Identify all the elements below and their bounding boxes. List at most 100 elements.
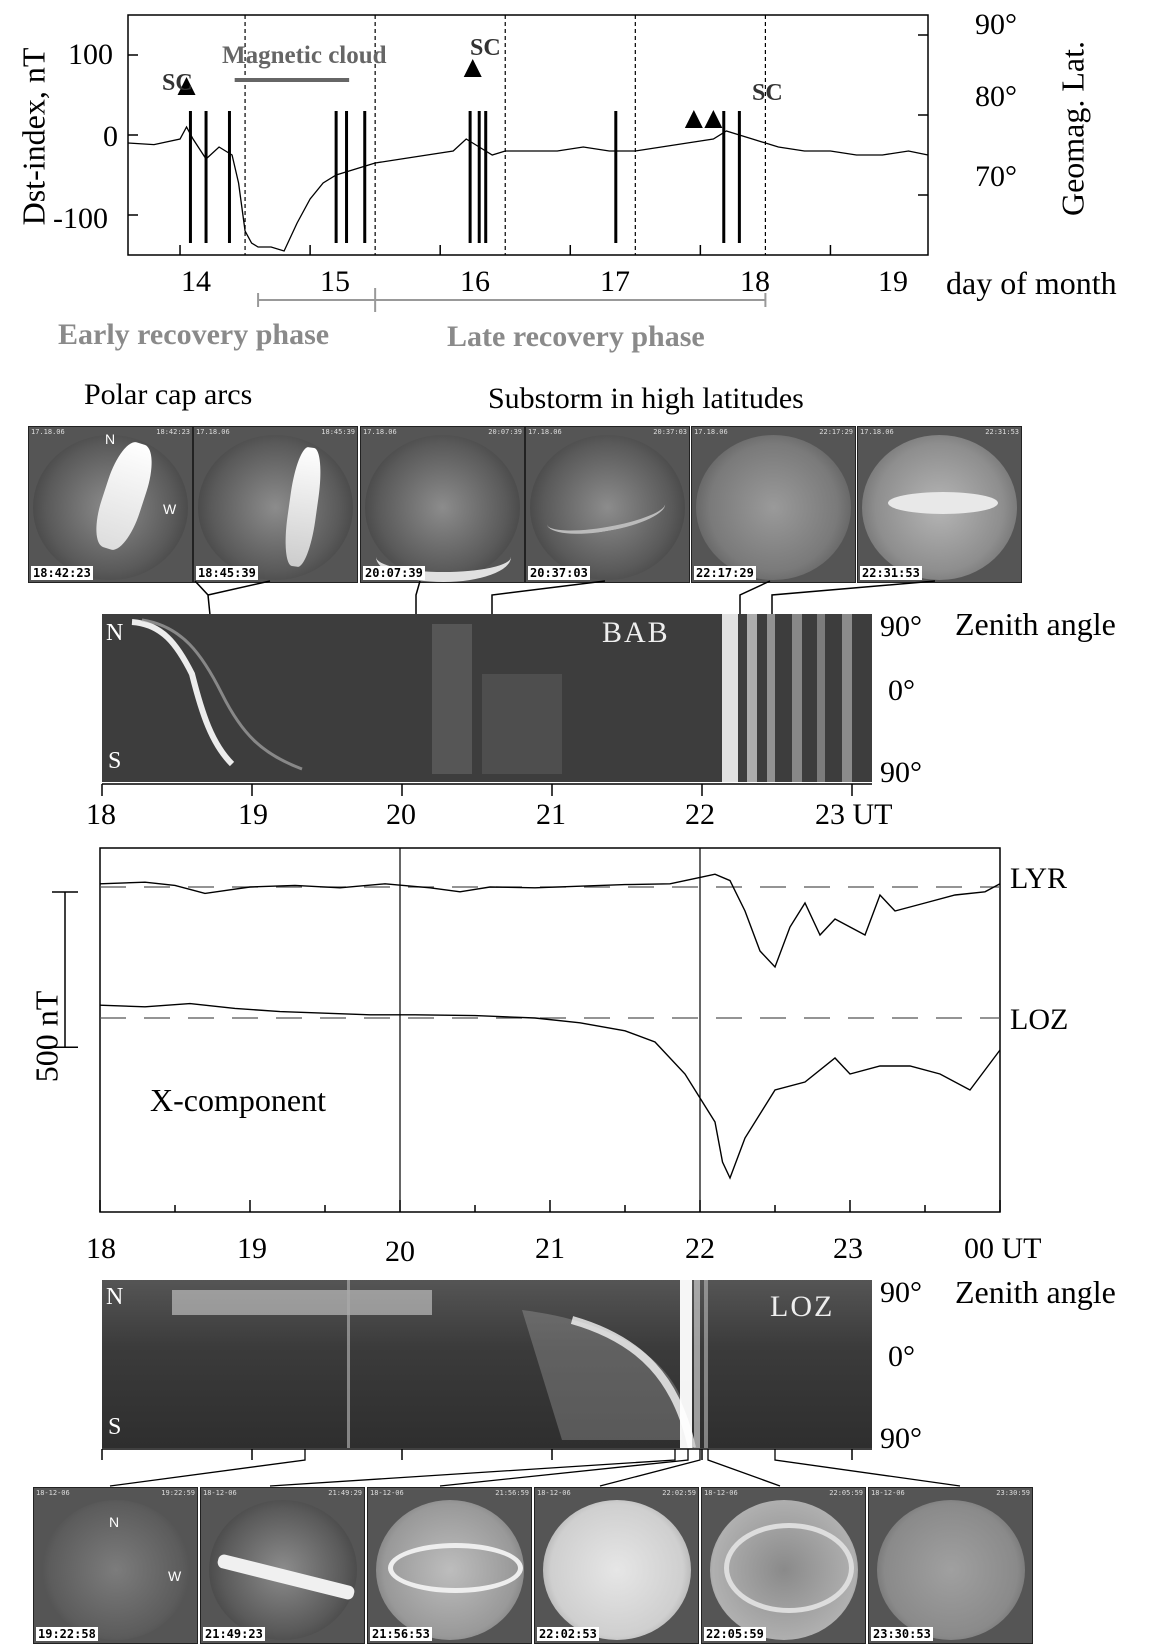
dst-xlabel: day of month — [946, 265, 1117, 301]
series-line-loz — [99, 1002, 1001, 1180]
image-timestamp: 18:42:23 — [31, 566, 93, 580]
zenith-angle-label: Zenith angle — [955, 606, 1116, 642]
zenith-tick: 90° — [880, 1422, 922, 1455]
image-date: 17.18.06 — [860, 428, 894, 436]
zenith-tick: 90° — [880, 756, 922, 789]
magnetic-cloud-label: Magnetic cloud — [222, 42, 387, 69]
mag-xtick: 22 — [685, 1232, 715, 1265]
image-clock: 22:31:53 — [985, 428, 1019, 436]
dst-xtick: 15 — [320, 265, 350, 298]
dst-panel: Dst-index, nT Geomag. Lat. 100 0 -100 90… — [0, 0, 1165, 353]
lat-tick: 90° — [975, 8, 1017, 41]
image-timestamp: 23:30:53 — [871, 1627, 933, 1641]
image-date: 18-12-06 — [871, 1489, 905, 1497]
image-clock: 21:49:29 — [328, 1489, 362, 1497]
image-timestamp: 21:56:53 — [370, 1627, 432, 1641]
allsky-image: 17.18.06 18:45:39 18:45:39 — [193, 426, 358, 583]
early-recovery-label: Early recovery phase — [58, 318, 330, 351]
zenith-tick: 90° — [880, 1276, 922, 1309]
mag-xtick: 00 UT — [964, 1232, 1042, 1265]
zenith-angle-label: Zenith angle — [955, 1274, 1116, 1310]
mag-xtick: 21 — [535, 1232, 565, 1265]
loz-connector-lines — [101, 1448, 961, 1487]
series-line-lyr — [99, 873, 1001, 969]
image-date: 17.18.06 — [31, 428, 65, 436]
bab-time-axis — [101, 783, 872, 796]
allsky-image: 18-12-06 22:05:59 22:05:59 — [701, 1487, 866, 1644]
allsky-image: 18-12-06 22:02:59 22:02:53 — [534, 1487, 699, 1644]
polar-cap-title: Polar cap arcs — [84, 378, 253, 411]
zenith-tick: 0° — [888, 1340, 915, 1373]
mag-frame — [99, 847, 1001, 1213]
allsky-image: 18-12-06 21:49:29 21:49:23 — [200, 1487, 365, 1644]
zenith-tick: 90° — [880, 610, 922, 643]
bab-connector-lines — [194, 580, 936, 616]
zenith-tick: 0° — [888, 674, 915, 707]
mag-xtick: 20 — [385, 1235, 415, 1268]
sc-triangle — [463, 59, 482, 77]
image-date: 17.18.06 — [196, 428, 230, 436]
bab-xtick: 22 — [685, 798, 715, 831]
dst-ytick: -100 — [53, 202, 108, 235]
dst-xtick: 14 — [181, 265, 211, 298]
bab-xtick: 18 — [86, 798, 116, 831]
image-timestamp: 22:05:59 — [704, 1627, 766, 1641]
dst-ytick: 0 — [103, 120, 118, 153]
sc-triangle — [704, 110, 723, 128]
allsky-image: 18-12-06 21:56:59 21:56:53 — [367, 1487, 532, 1644]
image-clock: 23:30:59 — [996, 1489, 1030, 1497]
image-clock: 18:42:23 — [156, 428, 190, 436]
north-marker: N — [105, 431, 116, 447]
image-timestamp: 22:31:53 — [860, 566, 922, 580]
bab-xtick: 21 — [536, 798, 566, 831]
sc-label: SC — [162, 70, 193, 96]
allsky-image: 17.18.06 22:17:29 22:17:29 — [691, 426, 856, 583]
late-recovery-label: Late recovery phase — [447, 320, 705, 353]
image-date: 18-12-06 — [36, 1489, 70, 1497]
allsky-image: 18-12-06 19:22:59 N W 19:22:58 — [33, 1487, 198, 1644]
image-clock: 18:45:39 — [321, 428, 355, 436]
image-clock: 21:56:59 — [495, 1489, 529, 1497]
image-timestamp: 18:45:39 — [196, 566, 258, 580]
bab-xtick: 20 — [386, 798, 416, 831]
sc-triangle — [177, 77, 196, 95]
allsky-image: 18-12-06 23:30:59 23:30:53 — [868, 1487, 1033, 1644]
allsky-image: 17.18.06 18:42:23 N W 18:42:23 — [28, 426, 193, 583]
dst-xtick: 19 — [878, 265, 908, 298]
dst-ylabel: Dst-index, nT — [15, 47, 52, 226]
keogram-north: N — [106, 620, 124, 646]
image-date: 17.18.06 — [363, 428, 397, 436]
allsky-image: 17.18.06 22:31:53 22:31:53 — [857, 426, 1022, 583]
image-clock: 22:02:59 — [662, 1489, 696, 1497]
component-label: X-component — [150, 1082, 326, 1118]
image-clock: 20:37:03 — [653, 428, 687, 436]
series-label-lyr: LYR — [1010, 862, 1067, 895]
dst-xtick: 18 — [740, 265, 770, 298]
keogram-station: LOZ — [770, 1290, 835, 1323]
keogram-south: S — [108, 748, 122, 774]
image-timestamp: 22:02:53 — [537, 1627, 599, 1641]
geomag-lat-label: Geomag. Lat. — [1054, 40, 1091, 217]
loz-keogram: N S LOZ — [102, 1280, 872, 1448]
lat-tick: 70° — [975, 160, 1017, 193]
dst-series-line — [127, 125, 929, 252]
image-date: 18-12-06 — [537, 1489, 571, 1497]
image-timestamp: 21:49:23 — [203, 1627, 265, 1641]
sc-label: SC — [470, 35, 501, 61]
west-marker: W — [163, 501, 177, 517]
sc-label: SC — [752, 80, 783, 106]
series-label-loz: LOZ — [1010, 1003, 1069, 1036]
image-timestamp: 20:37:03 — [528, 566, 590, 580]
image-date: 17.18.06 — [694, 428, 728, 436]
dst-plot — [127, 14, 929, 312]
mag-xtick: 19 — [237, 1232, 267, 1265]
image-clock: 22:05:59 — [829, 1489, 863, 1497]
north-marker: N — [109, 1514, 120, 1530]
bab-xtick: 23 UT — [815, 798, 893, 831]
image-clock: 19:22:59 — [161, 1489, 195, 1497]
west-marker: W — [168, 1568, 182, 1584]
lat-tick: 80° — [975, 80, 1017, 113]
image-timestamp: 19:22:58 — [36, 1627, 98, 1641]
allsky-image: 17.18.06 20:07:39 20:07:39 — [360, 426, 525, 583]
image-timestamp: 22:17:29 — [694, 566, 756, 580]
